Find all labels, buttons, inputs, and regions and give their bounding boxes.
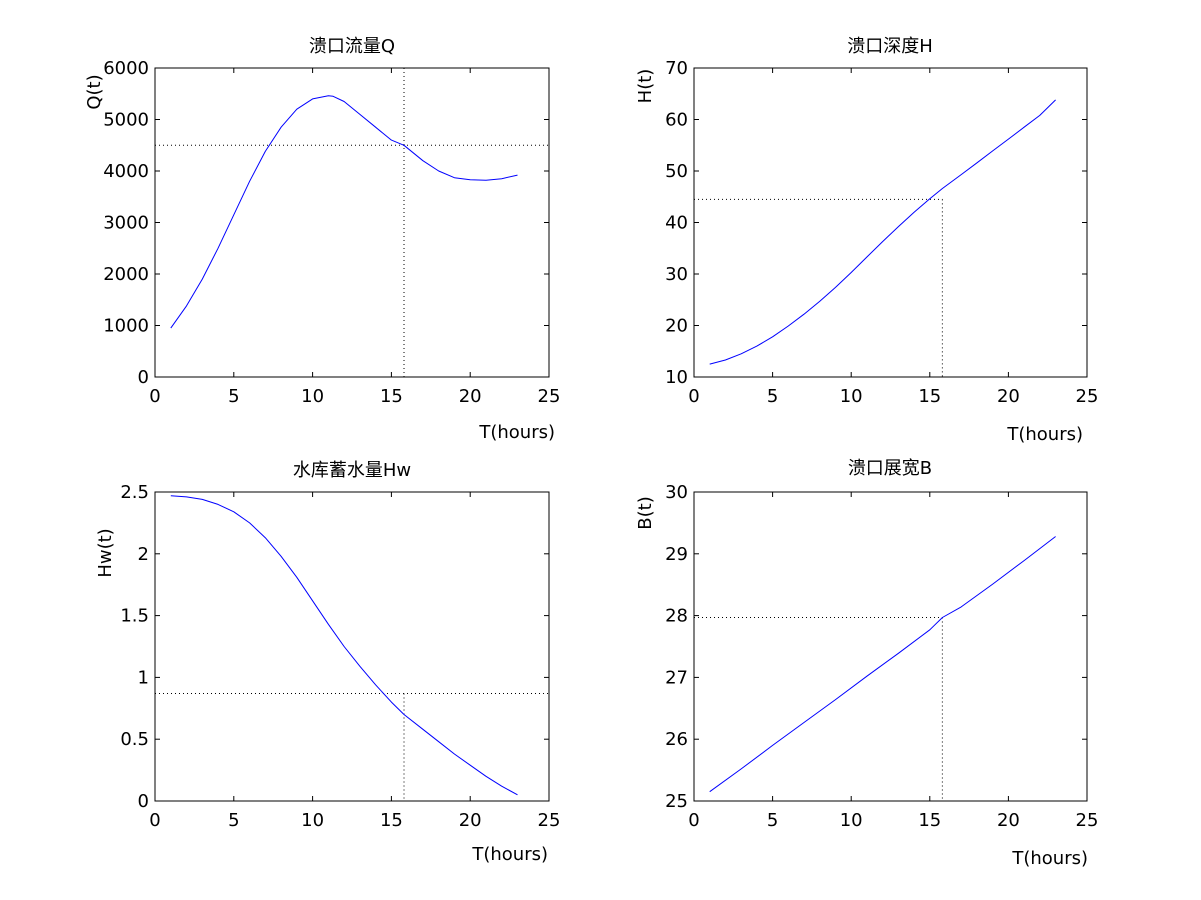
subplot-b: 溃口展宽B B(t) T(hours) — [635, 458, 1088, 869]
subplot-q: 溃口流量Q Q(t) T(hours) — [84, 36, 555, 443]
y-tick-label: 20 — [665, 316, 688, 337]
chart-title: 水库蓄水量Hw — [293, 460, 411, 481]
y-tick-label: 30 — [665, 264, 688, 285]
y-tick-label: 30 — [665, 482, 688, 503]
chart-title: 溃口流量Q — [309, 36, 395, 57]
x-tick-label: 20 — [997, 810, 1020, 831]
x-tick-label: 10 — [840, 386, 863, 407]
x-tick-label: 10 — [301, 386, 324, 407]
y-axis-label: Hw(t) — [95, 528, 116, 577]
y-tick-label: 2 — [138, 544, 149, 565]
x-axis-label: T(hours) — [1011, 848, 1088, 869]
x-tick-label: 20 — [459, 810, 482, 831]
chart-title: 溃口展宽B — [848, 458, 932, 479]
y-tick-label: 70 — [665, 58, 688, 79]
y-tick-label: 4000 — [103, 161, 149, 182]
axes-box — [154, 491, 550, 802]
subplot-h-plot: 0 5 10 15 20 25 10 20 30 40 50 60 70 — [665, 58, 1098, 407]
x-tick-label: 0 — [688, 386, 699, 407]
x-tick-label: 25 — [1076, 386, 1099, 407]
y-tick-label: 1 — [138, 667, 149, 688]
x-tick-label: 0 — [149, 810, 160, 831]
series-line — [170, 495, 518, 796]
y-tick-label: 1.5 — [120, 606, 149, 627]
series-line — [170, 95, 518, 329]
x-tick-label: 0 — [149, 386, 160, 407]
x-tick-label: 15 — [380, 810, 403, 831]
y-tick-label: 0 — [138, 367, 149, 388]
x-tick-label: 15 — [918, 386, 941, 407]
x-tick-label: 5 — [767, 810, 778, 831]
y-tick-label: 2000 — [103, 264, 149, 285]
y-tick-label: 3000 — [103, 213, 149, 234]
x-tick-label: 20 — [459, 386, 482, 407]
x-tick-label: 10 — [840, 810, 863, 831]
x-tick-label: 15 — [380, 386, 403, 407]
y-tick-label: 10 — [665, 367, 688, 388]
y-tick-label: 0.5 — [120, 729, 149, 750]
y-tick-label: 29 — [665, 544, 688, 565]
chart-title: 溃口深度H — [847, 36, 933, 57]
x-tick-label: 5 — [228, 810, 239, 831]
series-line — [709, 536, 1056, 793]
x-tick-label: 5 — [767, 386, 778, 407]
x-tick-label: 0 — [688, 810, 699, 831]
y-tick-label: 1000 — [103, 316, 149, 337]
x-tick-label: 10 — [301, 810, 324, 831]
x-axis-label: T(hours) — [471, 844, 548, 865]
subplot-hw-plot: 0 5 10 15 20 25 0 0.5 1 1.5 2 2.5 — [120, 482, 560, 831]
x-tick-label: 25 — [538, 810, 561, 831]
y-axis-label: Q(t) — [84, 74, 105, 109]
subplot-hw: 水库蓄水量Hw Hw(t) T(hours) — [95, 460, 548, 865]
y-tick-label: 27 — [665, 667, 688, 688]
y-tick-label: 5000 — [103, 110, 149, 131]
y-axis-label: H(t) — [635, 69, 656, 104]
axes-box — [693, 491, 1088, 802]
y-tick-label: 26 — [665, 729, 688, 750]
subplot-b-plot: 0 5 10 15 20 25 25 26 27 28 29 30 — [665, 482, 1098, 831]
series-line — [709, 99, 1056, 365]
y-tick-label: 6000 — [103, 58, 149, 79]
y-tick-label: 60 — [665, 110, 688, 131]
y-tick-label: 2.5 — [120, 482, 149, 503]
x-tick-label: 20 — [997, 386, 1020, 407]
y-axis-label: B(t) — [635, 496, 656, 529]
y-tick-label: 25 — [665, 791, 688, 812]
y-tick-label: 50 — [665, 161, 688, 182]
x-tick-label: 5 — [228, 386, 239, 407]
x-tick-label: 15 — [918, 810, 941, 831]
y-tick-label: 40 — [665, 213, 688, 234]
x-tick-label: 25 — [1076, 810, 1099, 831]
subplot-h: 溃口深度H H(t) T(hours) — [635, 36, 1083, 445]
y-tick-label: 0 — [138, 791, 149, 812]
x-tick-label: 25 — [538, 386, 561, 407]
subplot-q-plot: 0 5 10 15 20 25 0 1000 2000 3000 4000 5000 6000 — [103, 58, 560, 407]
x-axis-label: T(hours) — [1006, 424, 1083, 445]
x-axis-label: T(hours) — [478, 422, 555, 443]
y-tick-label: 28 — [665, 606, 688, 627]
